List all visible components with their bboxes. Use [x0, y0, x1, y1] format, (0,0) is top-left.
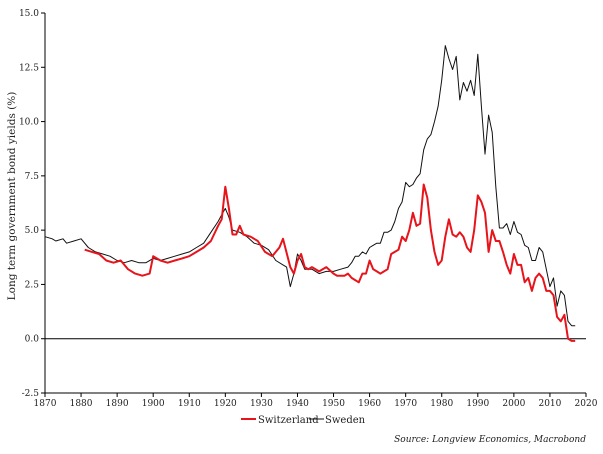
legend-label-switzerland: Switzerland [258, 415, 319, 426]
x-tick-label: 1930 [250, 399, 273, 409]
plot-frame [44, 13, 586, 394]
x-tick-label: 1900 [142, 399, 165, 409]
x-tick-label: 1950 [322, 399, 345, 409]
y-tick-label: 5.0 [25, 226, 40, 236]
x-tick-label: 1980 [430, 399, 453, 409]
y-tick-label: 7.5 [25, 172, 40, 182]
x-tick-label: 1880 [70, 399, 93, 409]
y-tick-label: 15.0 [19, 9, 39, 19]
x-tick-label: 2010 [538, 399, 561, 409]
x-axis-ticks: 1870 1880 1890 1900 1910 1920 1930 1940 1950 1960… [34, 393, 598, 409]
series-line-sweden [44, 45, 576, 327]
x-tick-label: 2000 [502, 399, 525, 409]
y-axis-ticks: -2.5 0.0 2.5 5.0 7.5 10.0 12.5 15.0 [19, 9, 45, 399]
x-tick-label: 1970 [394, 399, 417, 409]
x-tick-label: 2020 [575, 399, 598, 409]
x-tick-label: 1870 [34, 399, 57, 409]
series-lines [44, 45, 576, 342]
y-axis-label: Long term government bond yields (%) [6, 92, 18, 301]
y-tick-label: -2.5 [22, 389, 40, 399]
y-tick-label: 10.0 [19, 118, 39, 128]
x-tick-label: 1960 [358, 399, 381, 409]
x-tick-label: 1940 [286, 399, 309, 409]
x-tick-label: 1920 [214, 399, 237, 409]
y-tick-label: 2.5 [25, 280, 40, 290]
source-note: Source: Longview Economics, Macrobond [394, 435, 586, 445]
y-tick-label: 0.0 [25, 335, 40, 345]
y-tick-label: 12.5 [19, 63, 39, 73]
series-line-switzerland [84, 183, 576, 342]
x-tick-label: 1910 [178, 399, 201, 409]
legend-label-sweden: Sweden [325, 415, 366, 426]
x-tick-label: 1990 [466, 399, 489, 409]
x-tick-label: 1890 [106, 399, 129, 409]
legend: Switzerland Sweden [241, 415, 366, 426]
